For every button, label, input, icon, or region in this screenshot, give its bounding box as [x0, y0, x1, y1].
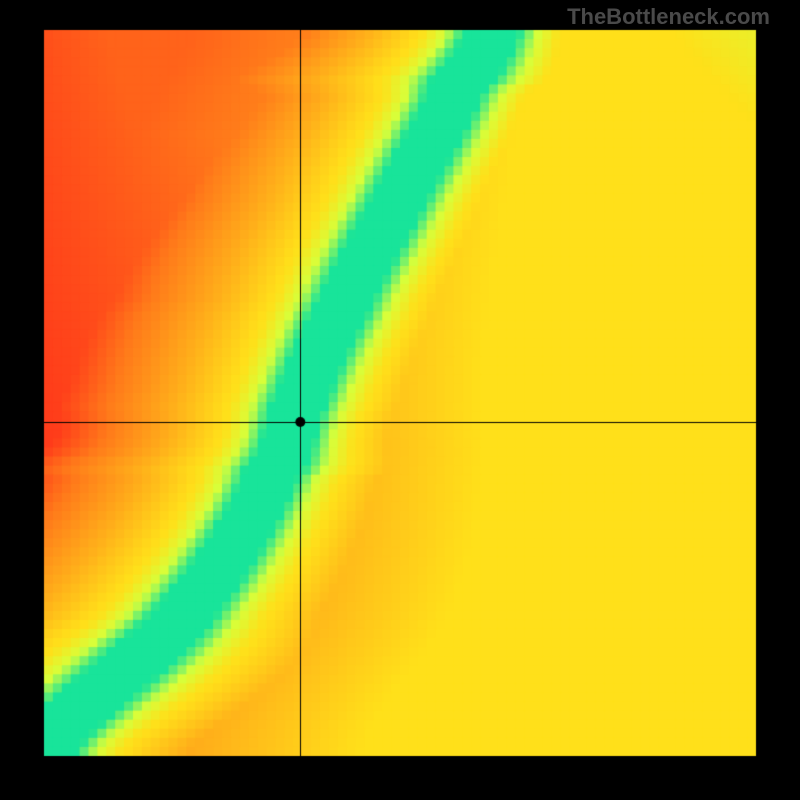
watermark-text: TheBottleneck.com [567, 4, 770, 30]
chart-container: TheBottleneck.com [0, 0, 800, 800]
bottleneck-heatmap [0, 0, 800, 800]
